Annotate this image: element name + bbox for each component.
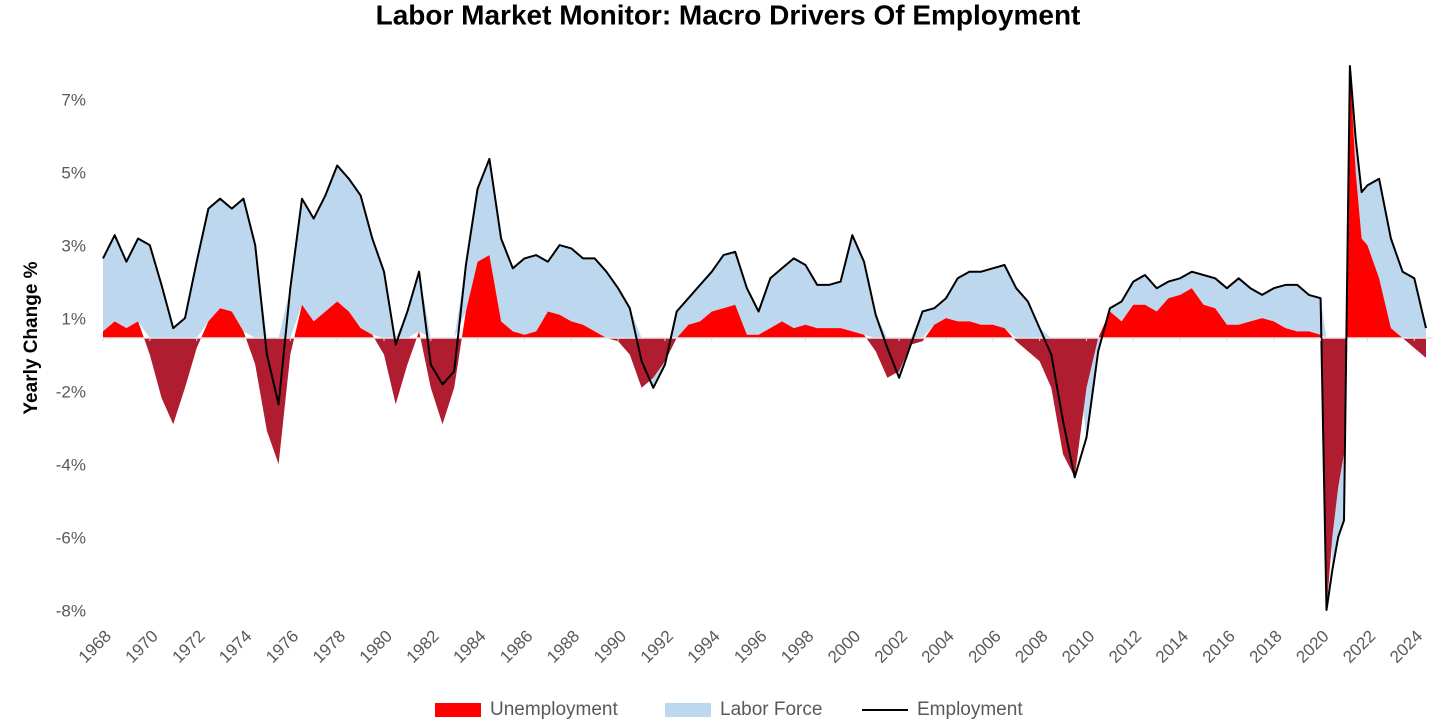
x-tick-label: 1974: [215, 627, 255, 667]
legend-label: Employment: [917, 699, 1023, 720]
y-axis-label: Yearly Change %: [21, 261, 42, 414]
labor-force-area: [103, 66, 1426, 571]
x-tick-label: 1986: [496, 627, 536, 667]
x-tick-label: 1972: [168, 627, 208, 667]
x-tick-label: 1998: [777, 627, 817, 667]
employment-line: [102, 65, 1427, 611]
x-tick-label: 2024: [1386, 627, 1426, 667]
legend-swatch: [665, 703, 711, 717]
chart-title: Labor Market Monitor: Macro Drivers Of E…: [376, 0, 1081, 30]
legend-label: Unemployment: [490, 699, 618, 720]
x-tick-label: 1994: [684, 627, 724, 667]
x-tick-label: 1978: [309, 627, 349, 667]
x-tick-label: 1984: [449, 627, 489, 667]
x-tick-label: 2002: [871, 627, 911, 667]
x-tick-label: 1968: [75, 627, 115, 667]
x-tick-label: 2022: [1339, 627, 1379, 667]
x-tick-label: 1990: [590, 627, 630, 667]
x-tick-label: 2018: [1246, 627, 1286, 667]
x-tick-label: 2006: [965, 627, 1005, 667]
y-tick-label: 1%: [61, 310, 86, 329]
y-tick-label: -6%: [56, 529, 86, 548]
x-tick-label: 2012: [1105, 627, 1145, 667]
x-tick-label: 2010: [1058, 627, 1098, 667]
x-tick-label: 1976: [262, 627, 302, 667]
y-tick-label: -4%: [56, 456, 86, 475]
x-tick-label: 1980: [356, 627, 396, 667]
y-tick-label: -2%: [56, 383, 86, 402]
x-tick-label: 2014: [1152, 627, 1192, 667]
x-tick-label: 2000: [824, 627, 864, 667]
x-tick-label: 2016: [1199, 627, 1239, 667]
x-tick-label: 1970: [122, 627, 162, 667]
y-tick-label: 3%: [61, 237, 86, 256]
x-tick-label: 1982: [403, 627, 443, 667]
x-tick-label: 1996: [730, 627, 770, 667]
legend-swatch: [435, 703, 481, 717]
x-tick-label: 2008: [1011, 627, 1051, 667]
y-tick-label: 7%: [61, 91, 86, 110]
x-tick-label: 2020: [1292, 627, 1332, 667]
x-tick-label: 2004: [918, 627, 958, 667]
x-tick-label: 1988: [543, 627, 583, 667]
y-tick-label: 5%: [61, 164, 86, 183]
x-tick-label: 1992: [637, 627, 677, 667]
legend-label: Labor Force: [720, 699, 822, 720]
plot-area: [102, 65, 1433, 611]
y-tick-label: -8%: [56, 601, 86, 620]
